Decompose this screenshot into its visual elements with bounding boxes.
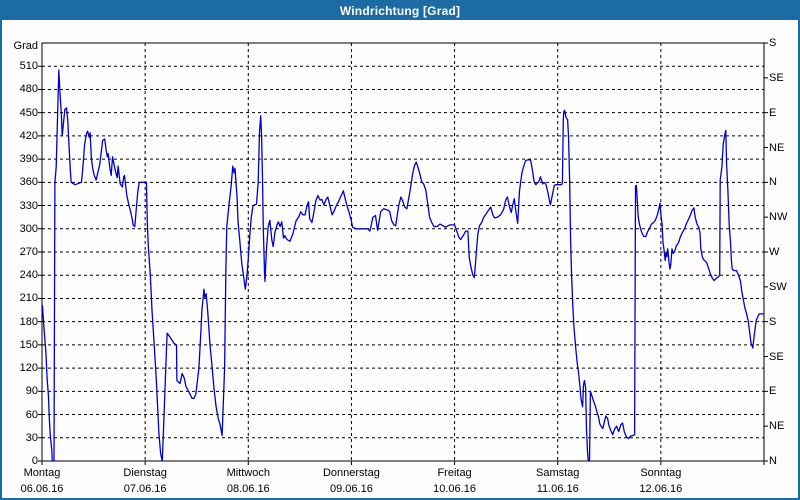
y-axis-label-left: 60 xyxy=(25,408,38,421)
y-axis-label-right: E xyxy=(769,385,777,398)
x-axis-date-label: 12.06.16 xyxy=(639,483,683,495)
wind-direction-line xyxy=(41,69,764,462)
y-axis-label-right: NW xyxy=(769,211,788,224)
x-axis-day-label: Mittwoch xyxy=(226,467,270,479)
y-axis-label-left: 360 xyxy=(19,176,38,189)
x-axis-day-label: Montag xyxy=(23,467,61,479)
y-axis-label-right: N xyxy=(769,455,777,467)
y-axis-label-left: 0 xyxy=(31,455,38,467)
y-axis-label-right: W xyxy=(769,246,780,258)
y-axis-label-left: 510 xyxy=(19,60,38,73)
y-axis-label-left: 120 xyxy=(19,362,38,375)
y-axis-label-left: 270 xyxy=(19,246,38,258)
x-axis-date-label: 09.06.16 xyxy=(330,483,373,495)
y-axis-label-left: 30 xyxy=(25,431,38,444)
x-axis-date-label: 11.06.16 xyxy=(536,483,579,495)
x-axis-date-label: 10.06.16 xyxy=(433,483,476,495)
y-axis-unit-label: Grad xyxy=(13,40,38,52)
x-axis-day-label: Sonntag xyxy=(640,467,682,479)
x-axis-day-label: Donnerstag xyxy=(322,467,380,479)
x-axis-date-label: 06.06.16 xyxy=(20,483,64,495)
y-axis-label-left: 330 xyxy=(19,199,38,212)
y-axis-label-left: 210 xyxy=(19,292,38,305)
y-axis-label-right: E xyxy=(769,106,777,119)
x-axis-day-label: Freitag xyxy=(437,467,472,479)
x-axis-day-label: Samstag xyxy=(535,467,580,479)
x-axis-date-label: 08.06.16 xyxy=(226,483,270,495)
y-axis-label-left: 180 xyxy=(19,315,38,328)
y-axis-label-left: 390 xyxy=(19,153,38,166)
x-axis-day-label: Dienstag xyxy=(123,467,167,479)
y-axis-label-right: SE xyxy=(769,350,784,363)
y-axis-label-left: 300 xyxy=(19,222,38,235)
y-axis-label-right: SW xyxy=(769,280,787,293)
y-axis-label-right: NE xyxy=(769,420,785,433)
y-axis-label-right: SE xyxy=(769,71,784,84)
y-axis-label-right: NE xyxy=(769,141,785,154)
y-axis-label-left: 240 xyxy=(19,269,38,282)
y-axis-label-left: 150 xyxy=(19,338,38,351)
window-title: Windrichtung [Grad] xyxy=(339,4,461,18)
y-axis-label-right: N xyxy=(769,176,777,189)
y-axis-label-left: 90 xyxy=(25,385,38,398)
y-axis-label-left: 480 xyxy=(19,83,38,96)
y-axis-label-right: S xyxy=(769,37,777,49)
y-axis-label-left: 420 xyxy=(19,129,38,142)
y-axis-label-left: 450 xyxy=(19,106,38,119)
x-axis-date-label: 07.06.16 xyxy=(123,483,167,495)
window-title-bar: Windrichtung [Grad] xyxy=(2,2,798,20)
y-axis-label-right: S xyxy=(769,315,777,328)
